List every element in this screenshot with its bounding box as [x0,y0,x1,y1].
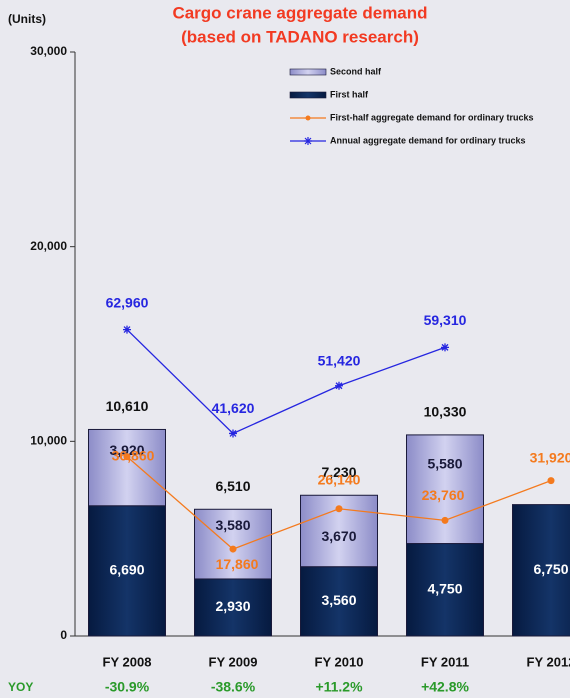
bar-value-label: 2,930 [215,598,250,614]
x-tick-label: FY 2010 [315,654,364,669]
line-value-label: 26,140 [318,471,361,487]
legend-label: First half [330,89,369,99]
line-marker [229,429,237,438]
line-value-label: 51,420 [318,352,361,368]
x-tick-label: FY 2008 [103,654,152,669]
total-label: 6,510 [215,478,250,494]
line-value-label: 59,310 [424,312,467,328]
bar-value-label: 3,670 [321,528,356,544]
line-value-label: 62,960 [106,294,149,310]
bar [406,434,484,545]
total-label: 7,230 [321,464,356,480]
bar-value-label: 3,920 [109,442,144,458]
x-tick-label: FY 2009 [209,654,258,669]
y-axis-label: (Units) [8,12,46,26]
yoy-value: -30.9% [105,679,150,695]
x-tick-label: FY 2012 [527,654,570,669]
line [126,329,446,435]
bar [512,504,570,637]
line-marker [123,453,131,461]
bar-value-label: 3,560 [321,592,356,608]
y-tick-label: 10,000 [30,434,67,448]
legend-swatch [305,115,311,121]
y-tick-label: 30,000 [30,44,67,58]
yoy-value: -38.6% [211,679,256,695]
bar [194,508,272,580]
bar [194,578,272,637]
bar-value-label: 6,690 [109,562,144,578]
line-value-label: 17,860 [216,556,259,572]
legend-label: Annual aggregate demand for ordinary tru… [330,135,526,145]
yoy-value: +42.8% [421,679,469,695]
bar [88,428,166,507]
legend-label: First-half aggregate demand for ordinary… [330,112,534,122]
total-label: 10,610 [106,398,149,414]
yoy-label: YOY [8,680,33,694]
bar-value-label: 6,750 [533,561,568,577]
line-marker [229,545,237,553]
bar-value-label: 4,750 [427,580,462,596]
y-tick-label: 0 [60,628,67,642]
bar [88,505,166,637]
line-marker [441,343,449,352]
line-value-label: 36,860 [112,447,155,463]
line-marker [335,505,343,513]
bar [406,543,484,637]
legend-swatch [304,137,312,145]
legend-swatch [289,68,327,76]
line-marker [547,477,555,485]
chart-title: Cargo crane aggregate demand [172,3,427,22]
x-tick-label: FY 2011 [421,654,469,669]
y-tick-label: 20,000 [30,239,67,253]
chart-title: (based on TADANO research) [181,27,419,46]
legend-label: Second half [330,66,382,76]
line-value-label: 41,620 [212,400,255,416]
bar-value-label: 5,580 [427,456,462,472]
line-marker [441,516,449,524]
bar-value-label: 3,580 [215,517,250,533]
yoy-value: +11.2% [315,679,363,695]
line-marker [335,381,343,390]
line-marker [123,325,131,334]
line-value-label: 23,760 [422,487,465,503]
line-value-label: 31,920 [530,449,570,465]
legend-swatch [289,91,327,99]
total-label: 10,330 [424,404,467,420]
